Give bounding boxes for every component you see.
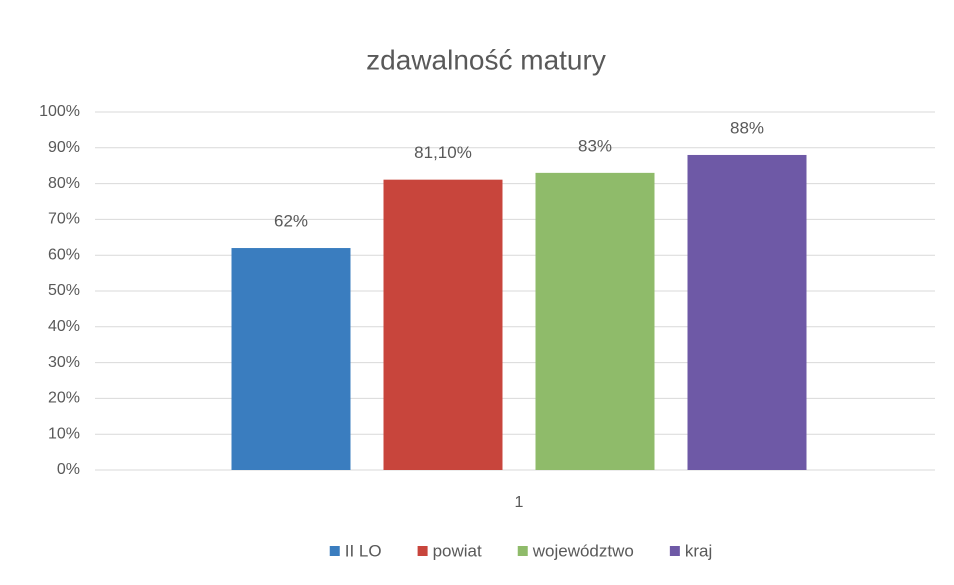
- legend-swatch: [417, 546, 428, 556]
- legend-label: województwo: [532, 541, 634, 560]
- legend-label: kraj: [685, 541, 712, 560]
- legend-label: powiat: [433, 541, 482, 560]
- y-tick-label: 70%: [48, 211, 80, 228]
- y-tick-label: 50%: [48, 282, 80, 299]
- data-label: 88%: [730, 118, 764, 137]
- y-tick-label: 80%: [48, 175, 80, 192]
- y-tick-label: 60%: [48, 246, 80, 263]
- legend-swatch: [517, 546, 528, 556]
- data-label: 83%: [578, 136, 612, 155]
- y-tick-label: 0%: [57, 461, 80, 478]
- bar: [383, 179, 503, 471]
- y-tick-label: 20%: [48, 390, 80, 407]
- legend-swatch: [669, 546, 680, 556]
- y-tick-label: 90%: [48, 139, 80, 156]
- bar: [535, 172, 655, 471]
- chart-title: zdawalność matury: [366, 44, 606, 75]
- y-tick-label: 100%: [39, 103, 80, 120]
- bar: [687, 154, 807, 470]
- data-label: 62%: [274, 212, 308, 231]
- bar: [231, 248, 351, 470]
- legend-label: II LO: [345, 541, 382, 560]
- legend-swatch: [329, 546, 340, 556]
- y-tick-label: 40%: [48, 318, 80, 335]
- data-label: 81,10%: [414, 143, 472, 162]
- x-tick-label: 1: [515, 494, 524, 511]
- y-tick-label: 10%: [48, 425, 80, 442]
- y-tick-label: 30%: [48, 354, 80, 371]
